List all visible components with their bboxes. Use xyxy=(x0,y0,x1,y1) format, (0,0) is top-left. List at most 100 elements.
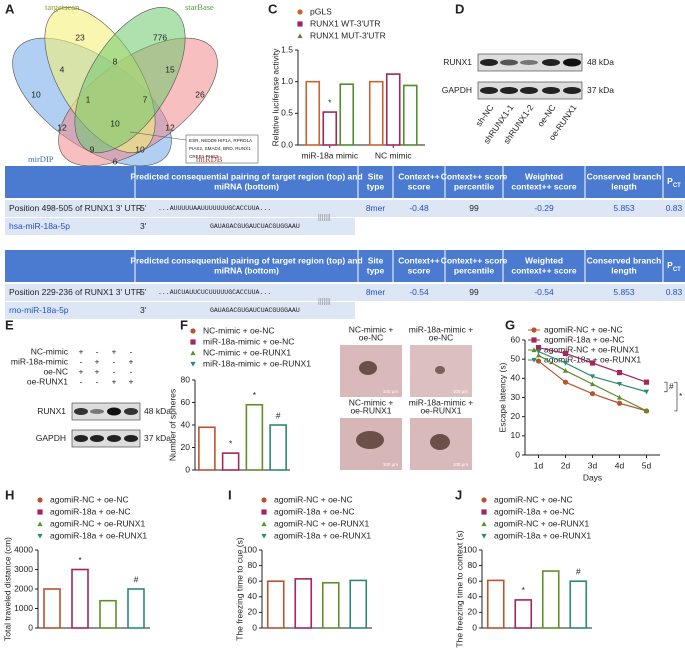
mirna-name: hsa-miR-18a-5p xyxy=(9,221,70,231)
y-tick-label: 1000 xyxy=(14,603,33,613)
venn-count: 26 xyxy=(195,89,205,99)
condition-label: NC-mimic xyxy=(31,346,69,356)
band-size: 37 kDa xyxy=(144,433,171,443)
bar xyxy=(486,579,505,629)
legend-label: miR-18a-mimic + oe-NC xyxy=(203,336,294,346)
strand-label: 3' xyxy=(140,221,147,231)
y-tick-label: 100 xyxy=(243,544,257,554)
point xyxy=(562,350,569,357)
point xyxy=(589,360,596,366)
micrograph-caption: miR-18a-mimic + xyxy=(409,397,474,407)
header-cell: Conserved branch xyxy=(587,255,662,265)
venn-count: 1 xyxy=(86,94,91,104)
score-cell: 0.83 xyxy=(666,203,683,213)
y-tick-label: 40 xyxy=(181,419,191,429)
y-tick-label: 60 xyxy=(511,334,521,344)
legend-marker xyxy=(297,21,303,27)
score-cell: -0.54 xyxy=(534,287,554,297)
header-cell: type xyxy=(367,181,385,191)
y-tick-label: 100 xyxy=(463,544,477,554)
panel-letter: G xyxy=(505,317,515,332)
bar xyxy=(221,452,240,471)
table-row xyxy=(5,302,355,319)
y-axis-label: The freezing time to context (s) xyxy=(454,530,464,647)
venn-count: 10 xyxy=(31,89,41,99)
y-tick-label: 20 xyxy=(181,442,191,452)
strand-label: 3' xyxy=(140,305,147,315)
band-size: 48 kDa xyxy=(587,57,614,67)
header-cell: miRNA (bottom) xyxy=(214,265,279,275)
point xyxy=(589,374,596,380)
venn-count: 776 xyxy=(153,32,167,42)
bar xyxy=(569,580,588,629)
band xyxy=(563,87,581,94)
scale-label: 100 μm xyxy=(453,462,468,467)
target-position: Position 229-236 of RUNX1 3' UTR xyxy=(9,287,142,297)
bar xyxy=(322,111,338,146)
band-label: GAPDH xyxy=(36,433,66,443)
y-tick-label: 40 xyxy=(248,591,258,601)
condition-sign: - xyxy=(130,346,133,356)
bar xyxy=(245,403,264,471)
bar xyxy=(321,581,340,629)
legend-label: agomiR-18a + oe-NC xyxy=(274,506,355,516)
callout-line: ESR, NEDD9 HIF1A, RPRD1A xyxy=(189,138,253,143)
mirna-name: rno-miR-18a-5p xyxy=(9,305,69,315)
y-tick-label: 60 xyxy=(248,575,258,585)
point xyxy=(616,369,623,376)
x-tick-label: 4d xyxy=(615,460,625,470)
significance-mark: * xyxy=(78,555,82,565)
y-axis-label: The freezing time to cue (s) xyxy=(234,537,244,641)
target-sequence: ...AUCUAUUCUCUUUUUGCACCUUA... xyxy=(158,289,271,296)
y-tick-label: 40 xyxy=(511,373,521,383)
band xyxy=(107,435,121,442)
bar xyxy=(266,580,285,629)
legend-label: agomiR-18a + oe-NC xyxy=(494,506,575,516)
legend-marker xyxy=(37,509,43,515)
legend-marker xyxy=(37,533,43,539)
pct-sub: CT xyxy=(673,183,681,189)
condition-sign: - xyxy=(130,366,133,376)
venn-count: 8 xyxy=(113,56,118,66)
legend-marker xyxy=(261,509,267,515)
sphere xyxy=(356,431,384,449)
scale-label: 100 μm xyxy=(453,389,468,394)
legend-label: agomiR-NC + oe-RUNX1 xyxy=(274,518,369,528)
band xyxy=(542,87,560,94)
band xyxy=(107,407,121,416)
y-axis-label: Number of spheres xyxy=(167,389,177,461)
y-tick-label: 0 xyxy=(185,464,190,474)
point xyxy=(562,360,569,366)
y-tick-label: 20 xyxy=(248,607,258,617)
legend-label: RUNX1 MUT-3'UTR xyxy=(310,30,386,40)
bar xyxy=(294,578,313,629)
condition-sign: + xyxy=(95,356,100,366)
blot-d xyxy=(477,53,583,100)
header-cell: score xyxy=(408,181,431,191)
venn-set-label: miRDB xyxy=(196,154,223,164)
micrograph-caption: oe-RUNX1 xyxy=(350,405,391,415)
venn-count: 15 xyxy=(165,64,175,74)
legend-label: agomiR-18a + oe-NC xyxy=(544,334,625,344)
condition-sign: + xyxy=(79,346,84,356)
condition-sign: - xyxy=(96,346,99,356)
y-tick-label: 0 xyxy=(515,449,520,459)
blot-strip xyxy=(71,429,141,448)
legend-label: agomiR-NC + oe-RUNX1 xyxy=(50,518,145,528)
panel-letter: I xyxy=(228,487,232,502)
header-cell: length xyxy=(611,265,637,275)
score-cell: 8mer xyxy=(366,203,386,213)
header-cell: length xyxy=(611,181,637,191)
point xyxy=(535,345,542,351)
micrographs xyxy=(340,345,472,470)
significance-mark: * xyxy=(328,97,332,107)
legend-marker xyxy=(190,361,196,367)
x-axis-label: Days xyxy=(583,472,602,482)
score-cell: 8mer xyxy=(366,287,386,297)
y-tick-label: 80 xyxy=(181,374,191,384)
blot-strip xyxy=(71,402,141,421)
y-tick-label: 10 xyxy=(511,430,521,440)
point xyxy=(643,379,650,385)
band-size: 48 kDa xyxy=(144,406,171,416)
panel-letter: E xyxy=(5,317,14,332)
